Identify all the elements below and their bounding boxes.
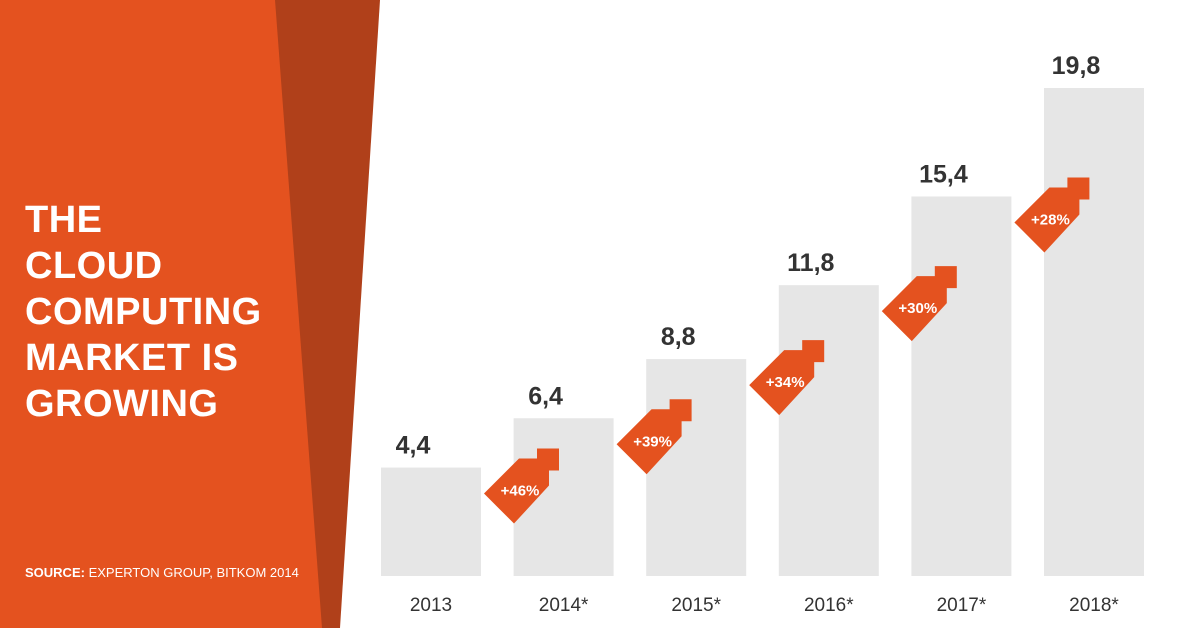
category-label: 2016*	[804, 595, 854, 616]
growth-arrow	[484, 448, 559, 524]
orange-panel	[0, 0, 322, 628]
source-label: SOURCE:	[25, 565, 85, 580]
headline-line: GROWING	[25, 383, 219, 425]
growth-label: +34%	[766, 374, 805, 391]
category-label: 2017*	[937, 595, 987, 616]
bar	[646, 359, 747, 576]
headline-line: CLOUD	[25, 245, 163, 287]
growth-arrow	[749, 340, 825, 416]
source-text: EXPERTON GROUP, BITKOM 2014	[88, 565, 299, 580]
category-label: 2015*	[671, 595, 721, 616]
growth-arrow	[881, 266, 957, 342]
headline-line: COMPUTING	[25, 291, 262, 333]
bar	[1044, 88, 1144, 576]
value-label: 6,4	[528, 382, 563, 410]
value-label: 4,4	[396, 432, 431, 460]
growth-label: +30%	[898, 300, 937, 317]
bar	[381, 467, 481, 576]
source-note: SOURCE: EXPERTON GROUP, BITKOM 2014	[25, 565, 299, 580]
value-label: 8,8	[661, 323, 696, 351]
bar	[911, 196, 1012, 576]
category-label: 2014*	[539, 595, 589, 616]
growth-arrow	[616, 399, 692, 475]
value-label: 15,4	[919, 160, 968, 188]
headline-line: MARKET IS	[25, 337, 239, 379]
growth-label: +28%	[1031, 211, 1070, 228]
category-label: 2018*	[1069, 595, 1119, 616]
growth-label: +46%	[501, 483, 540, 500]
value-label: 19,8	[1052, 52, 1101, 80]
headline-line: THE	[25, 199, 103, 241]
bar	[778, 285, 879, 576]
value-label: 11,8	[787, 249, 834, 277]
headline: THE CLOUD COMPUTING MARKET IS GROWING	[25, 197, 262, 427]
growth-arrow	[1014, 177, 1090, 253]
category-label: 2013	[410, 595, 452, 616]
growth-label: +39%	[633, 433, 672, 450]
